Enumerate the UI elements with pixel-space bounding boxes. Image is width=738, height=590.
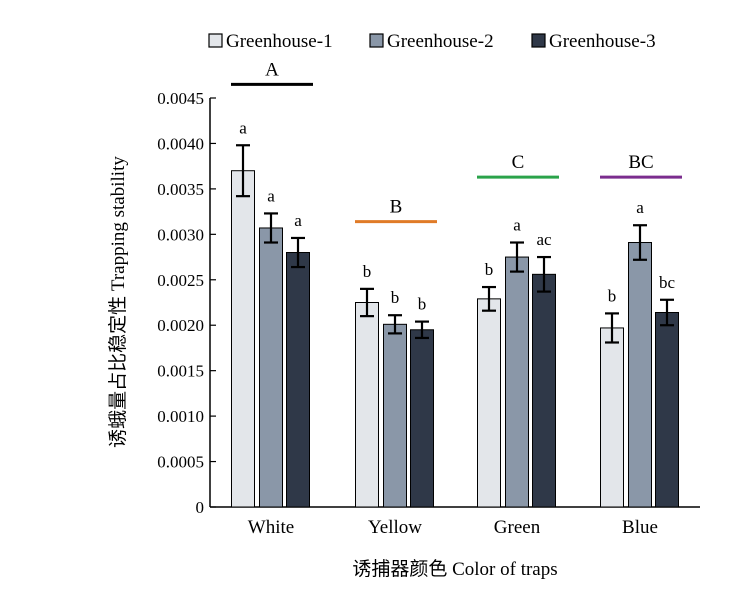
y-tick-label: 0.0025 [157,271,204,290]
bar [532,273,556,508]
y-tick-label: 0.0040 [157,134,204,153]
x-category-label: Blue [622,517,658,538]
group-letter: BC [628,152,653,173]
legend-label-greenhouse-3: Greenhouse-3 [549,31,656,52]
significance-label: a [267,186,275,205]
significance-label: bc [659,273,676,292]
group-letter: C [512,152,525,173]
bar [477,298,501,508]
significance-label: a [513,216,521,235]
y-tick-label: 0.0015 [157,362,204,381]
significance-label: b [363,262,372,281]
significance-label: ac [536,230,552,249]
legend-label-greenhouse-2: Greenhouse-2 [387,31,494,52]
y-tick-label: 0.0030 [157,225,204,244]
significance-label: b [485,260,494,279]
significance-label: b [608,286,617,305]
significance-label: b [391,288,400,307]
y-tick-label: 0.0035 [157,180,204,199]
significance-label: b [418,295,427,314]
group-letter: B [390,197,403,218]
x-category-label: Yellow [368,517,422,538]
y-tick-label: 0.0010 [157,407,204,426]
x-category-label: Green [494,517,541,538]
bar [286,252,310,508]
bar [355,302,379,508]
legend-swatch-greenhouse-1 [208,33,223,48]
bar [231,170,255,508]
significance-label: a [239,118,247,137]
y-tick-label: 0.0020 [157,316,204,335]
bar [410,329,434,508]
x-axis-title: 诱捕器颜色 Color of traps [352,558,557,580]
y-tick-label: 0 [196,498,205,517]
legend-swatch-greenhouse-3 [531,33,546,48]
bar [383,323,407,508]
group-letter: A [265,59,279,80]
bar [259,227,283,508]
y-tick-label: 0.0045 [157,89,204,108]
significance-label: a [636,198,644,217]
bar [655,311,679,508]
bar [505,256,529,508]
y-axis: 0 0.0005 0.0010 0.0015 0.0020 0.0025 0.0030 0.0… [157,89,216,517]
x-category-label: White [248,517,294,538]
y-tick-label: 0.0005 [157,453,204,472]
legend: Greenhouse-1 Greenhouse-2 Greenhouse-3 [208,31,656,52]
significance-label: a [294,211,302,230]
legend-label-greenhouse-1: Greenhouse-1 [226,31,333,52]
legend-swatch-greenhouse-2 [369,33,384,48]
x-axis: White Yellow Green Blue [210,506,700,538]
bar [600,327,624,508]
y-axis-title: 诱蛾量占比稳定性 Trapping stability [107,156,129,448]
bar [628,242,652,508]
